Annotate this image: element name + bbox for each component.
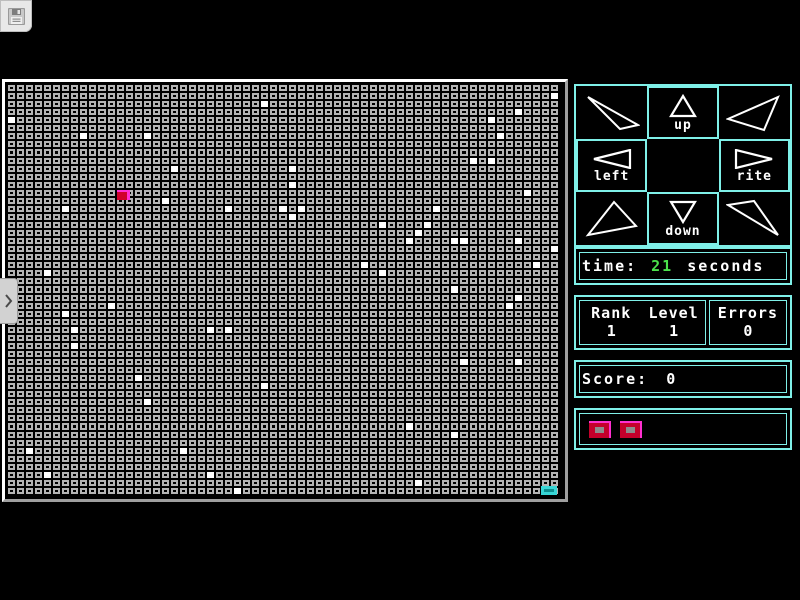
level-column: Level 1	[642, 304, 704, 340]
maze-frame	[2, 79, 568, 502]
dpad-down-right[interactable]	[719, 192, 790, 245]
chevron-right-icon	[5, 294, 13, 308]
time-label: time:	[582, 257, 638, 275]
lives-panel	[574, 408, 792, 450]
dpad-left-label: left	[594, 168, 630, 184]
control-panel: up left rite down time: 21 seconds Rank 1 L…	[574, 84, 792, 450]
time-unit: seconds	[687, 257, 765, 275]
arrow-up-right-icon	[726, 93, 782, 133]
level-label: Level	[648, 304, 699, 322]
time-value: 21	[651, 257, 674, 275]
rank-label: Rank	[591, 304, 632, 322]
dpad-up-label: up	[674, 117, 692, 133]
errors-column: Errors 0	[708, 300, 787, 345]
arrow-down-icon	[668, 200, 698, 224]
direction-pad[interactable]: up left rite down	[574, 84, 792, 247]
dpad-down[interactable]: down	[647, 192, 719, 245]
score-label: Score:	[582, 370, 649, 388]
rank-value: 1	[606, 322, 616, 340]
score-value: 0	[666, 370, 678, 388]
floppy-disk-save-icon	[7, 7, 25, 25]
time-panel: time: 21 seconds	[574, 247, 792, 285]
save-button[interactable]	[0, 0, 32, 32]
dpad-up[interactable]: up	[647, 86, 719, 139]
lives-row	[579, 413, 787, 445]
dpad-down-left[interactable]	[576, 192, 647, 245]
dpad-center[interactable]	[647, 139, 718, 192]
dpad-left[interactable]: left	[576, 139, 648, 192]
arrow-up-left-icon	[584, 93, 640, 133]
maze-playfield[interactable]	[8, 85, 560, 496]
sidebar-expand-tab[interactable]	[0, 278, 18, 324]
rank-column: Rank 1	[580, 304, 642, 340]
dpad-down-label: down	[665, 223, 701, 239]
life-block-icon	[620, 420, 642, 438]
level-value: 1	[669, 322, 679, 340]
maze-canvas[interactable]	[8, 85, 560, 496]
stats-panel: Rank 1 Level 1 Errors 0	[574, 295, 792, 350]
errors-value: 0	[743, 322, 753, 340]
dpad-up-right[interactable]	[719, 86, 790, 139]
dpad-right[interactable]: rite	[718, 139, 790, 192]
life-block-icon	[589, 420, 611, 438]
errors-label: Errors	[717, 304, 778, 322]
dpad-right-label: rite	[736, 168, 772, 184]
arrow-right-icon	[734, 148, 774, 169]
arrow-left-icon	[592, 148, 632, 169]
arrow-down-left-icon	[584, 199, 640, 239]
score-panel: Score: 0	[574, 360, 792, 398]
arrow-down-right-icon	[726, 199, 782, 239]
arrow-up-icon	[668, 93, 698, 118]
dpad-up-left[interactable]	[576, 86, 647, 139]
